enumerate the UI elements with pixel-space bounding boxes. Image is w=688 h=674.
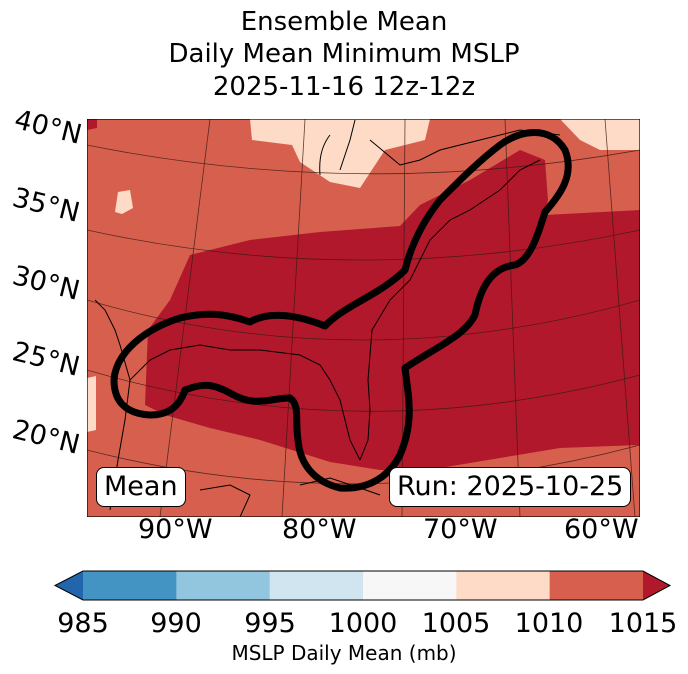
cb-tick-1005: 1005 <box>421 608 491 639</box>
coastlines <box>94 119 561 517</box>
field-1005-1010-north <box>250 119 430 188</box>
lat-label-35: 35°N <box>9 182 83 229</box>
mean-label-box: Mean <box>96 467 186 507</box>
colorbar-segment-1005 <box>456 571 551 600</box>
cb-tick-985: 985 <box>57 608 109 639</box>
cb-tick-1010: 1010 <box>514 608 584 639</box>
lat-label-30: 30°N <box>9 260 83 307</box>
field-above-1015-corner <box>87 119 97 130</box>
probability-contour <box>110 129 572 492</box>
colorbar-segment-995 <box>269 571 364 600</box>
colorbar-over-extend <box>643 571 670 600</box>
colorbar-segment-990 <box>176 571 271 600</box>
colorbar <box>53 570 672 601</box>
colorbar-label: MSLP Daily Mean (mb) <box>231 641 457 665</box>
cb-tick-1000: 1000 <box>328 608 398 639</box>
cb-tick-990: 990 <box>150 608 202 639</box>
run-date-box: Run: 2025-10-25 <box>389 467 632 507</box>
title-line-2: Daily Mean Minimum MSLP <box>168 39 520 69</box>
lon-label-60w: 60°W <box>564 514 639 545</box>
field-above-1015 <box>145 150 640 470</box>
colorbar-segment-1010 <box>549 571 644 600</box>
field-1005-1010-east <box>560 119 640 150</box>
lon-label-70w: 70°W <box>423 514 498 545</box>
lon-label-90w: 90°W <box>138 514 213 545</box>
title-line-3: 2025-11-16 12z-12z <box>212 72 476 102</box>
lat-label-20: 20°N <box>9 414 83 461</box>
cb-tick-1015: 1015 <box>608 608 678 639</box>
field-1005-1010-sw <box>87 376 96 432</box>
lat-label-25: 25°N <box>9 336 83 383</box>
lat-label-40: 40°N <box>11 104 85 151</box>
title-line-1: Ensemble Mean <box>240 7 448 37</box>
colorbar-under-extend <box>55 571 83 600</box>
lon-label-80w: 80°W <box>282 514 357 545</box>
field-1005-1010-patch <box>115 190 133 214</box>
colorbar-outline <box>53 570 672 601</box>
cb-tick-995: 995 <box>244 608 296 639</box>
colorbar-segment-985 <box>83 571 177 600</box>
colorbar-segment-1000 <box>363 571 457 600</box>
map <box>87 119 640 517</box>
